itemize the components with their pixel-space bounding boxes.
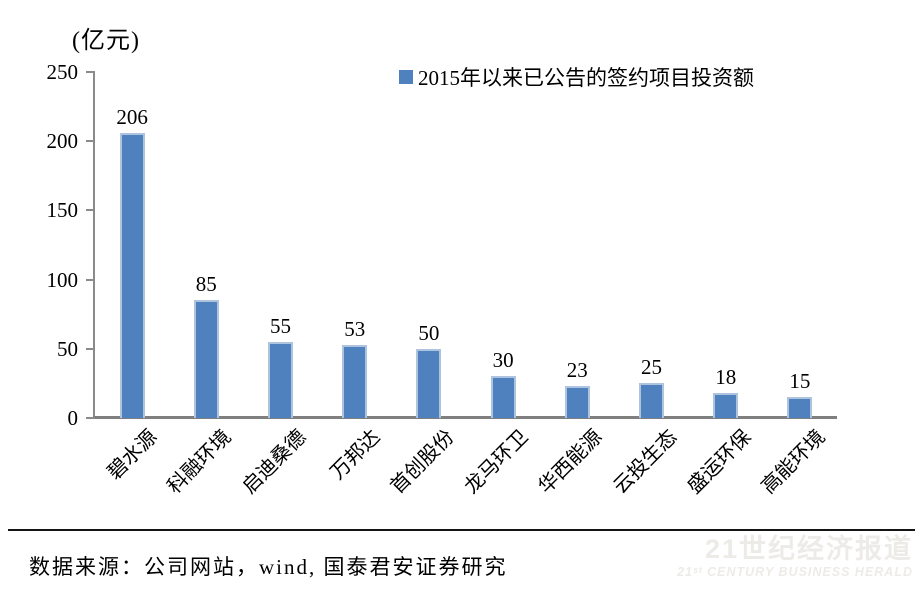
legend-series-label: 2015年以来已公告的签约项目投资额 — [418, 66, 754, 90]
y-axis-tick-label: 100 — [46, 267, 79, 292]
bar-value-label: 206 — [116, 104, 148, 129]
chart-legend: 2015年以来已公告的签约项目投资额 — [399, 62, 754, 92]
bar-value-label: 85 — [195, 272, 217, 297]
data-source-note: 数据来源：公司网站，wind, 国泰君安证券研究 — [29, 555, 508, 579]
publisher-watermark: 21世纪经济报道 21ˢᵗ CENTURY BUSINESS HERALD — [677, 534, 913, 580]
bar-value-label: 25 — [641, 355, 662, 380]
y-axis-tick-label: 250 — [46, 60, 79, 84]
x-axis-line — [93, 416, 837, 419]
bar-value-label: 30 — [492, 348, 514, 373]
bar — [119, 132, 145, 418]
y-axis-tick — [86, 71, 95, 73]
footer-divider — [8, 529, 915, 531]
bar-value-label: 18 — [715, 365, 737, 390]
bar — [787, 397, 813, 418]
y-axis-tick — [86, 140, 95, 143]
bar — [342, 344, 368, 418]
bar — [713, 393, 739, 418]
bar — [193, 300, 219, 418]
y-axis-tick — [86, 278, 95, 281]
y-axis-tick-label: 200 — [46, 129, 79, 154]
bar-value-label: 23 — [566, 358, 588, 383]
bar-value-label: 15 — [789, 369, 811, 394]
bar — [490, 376, 516, 418]
y-axis-tick-label: 0 — [67, 406, 79, 430]
y-axis-tick-label: 150 — [46, 198, 79, 223]
watermark-chinese: 21世纪经济报道 — [704, 534, 913, 564]
bar-value-label: 53 — [344, 316, 366, 341]
bar-value-label: 55 — [270, 313, 291, 338]
y-axis-line — [93, 72, 95, 419]
bar — [416, 348, 442, 418]
y-axis-unit-label: (亿元) — [72, 28, 140, 54]
bar — [268, 341, 293, 418]
bar — [639, 383, 664, 418]
y-axis-tick — [86, 347, 95, 350]
bar — [564, 386, 590, 418]
y-axis-tick-label: 50 — [57, 336, 78, 361]
legend-swatch-icon — [399, 70, 413, 84]
bar-value-label: 50 — [418, 320, 440, 345]
y-axis-tick — [86, 209, 95, 212]
y-axis-tick — [86, 417, 95, 419]
watermark-english: 21ˢᵗ CENTURY BUSINESS HERALD — [677, 565, 913, 579]
